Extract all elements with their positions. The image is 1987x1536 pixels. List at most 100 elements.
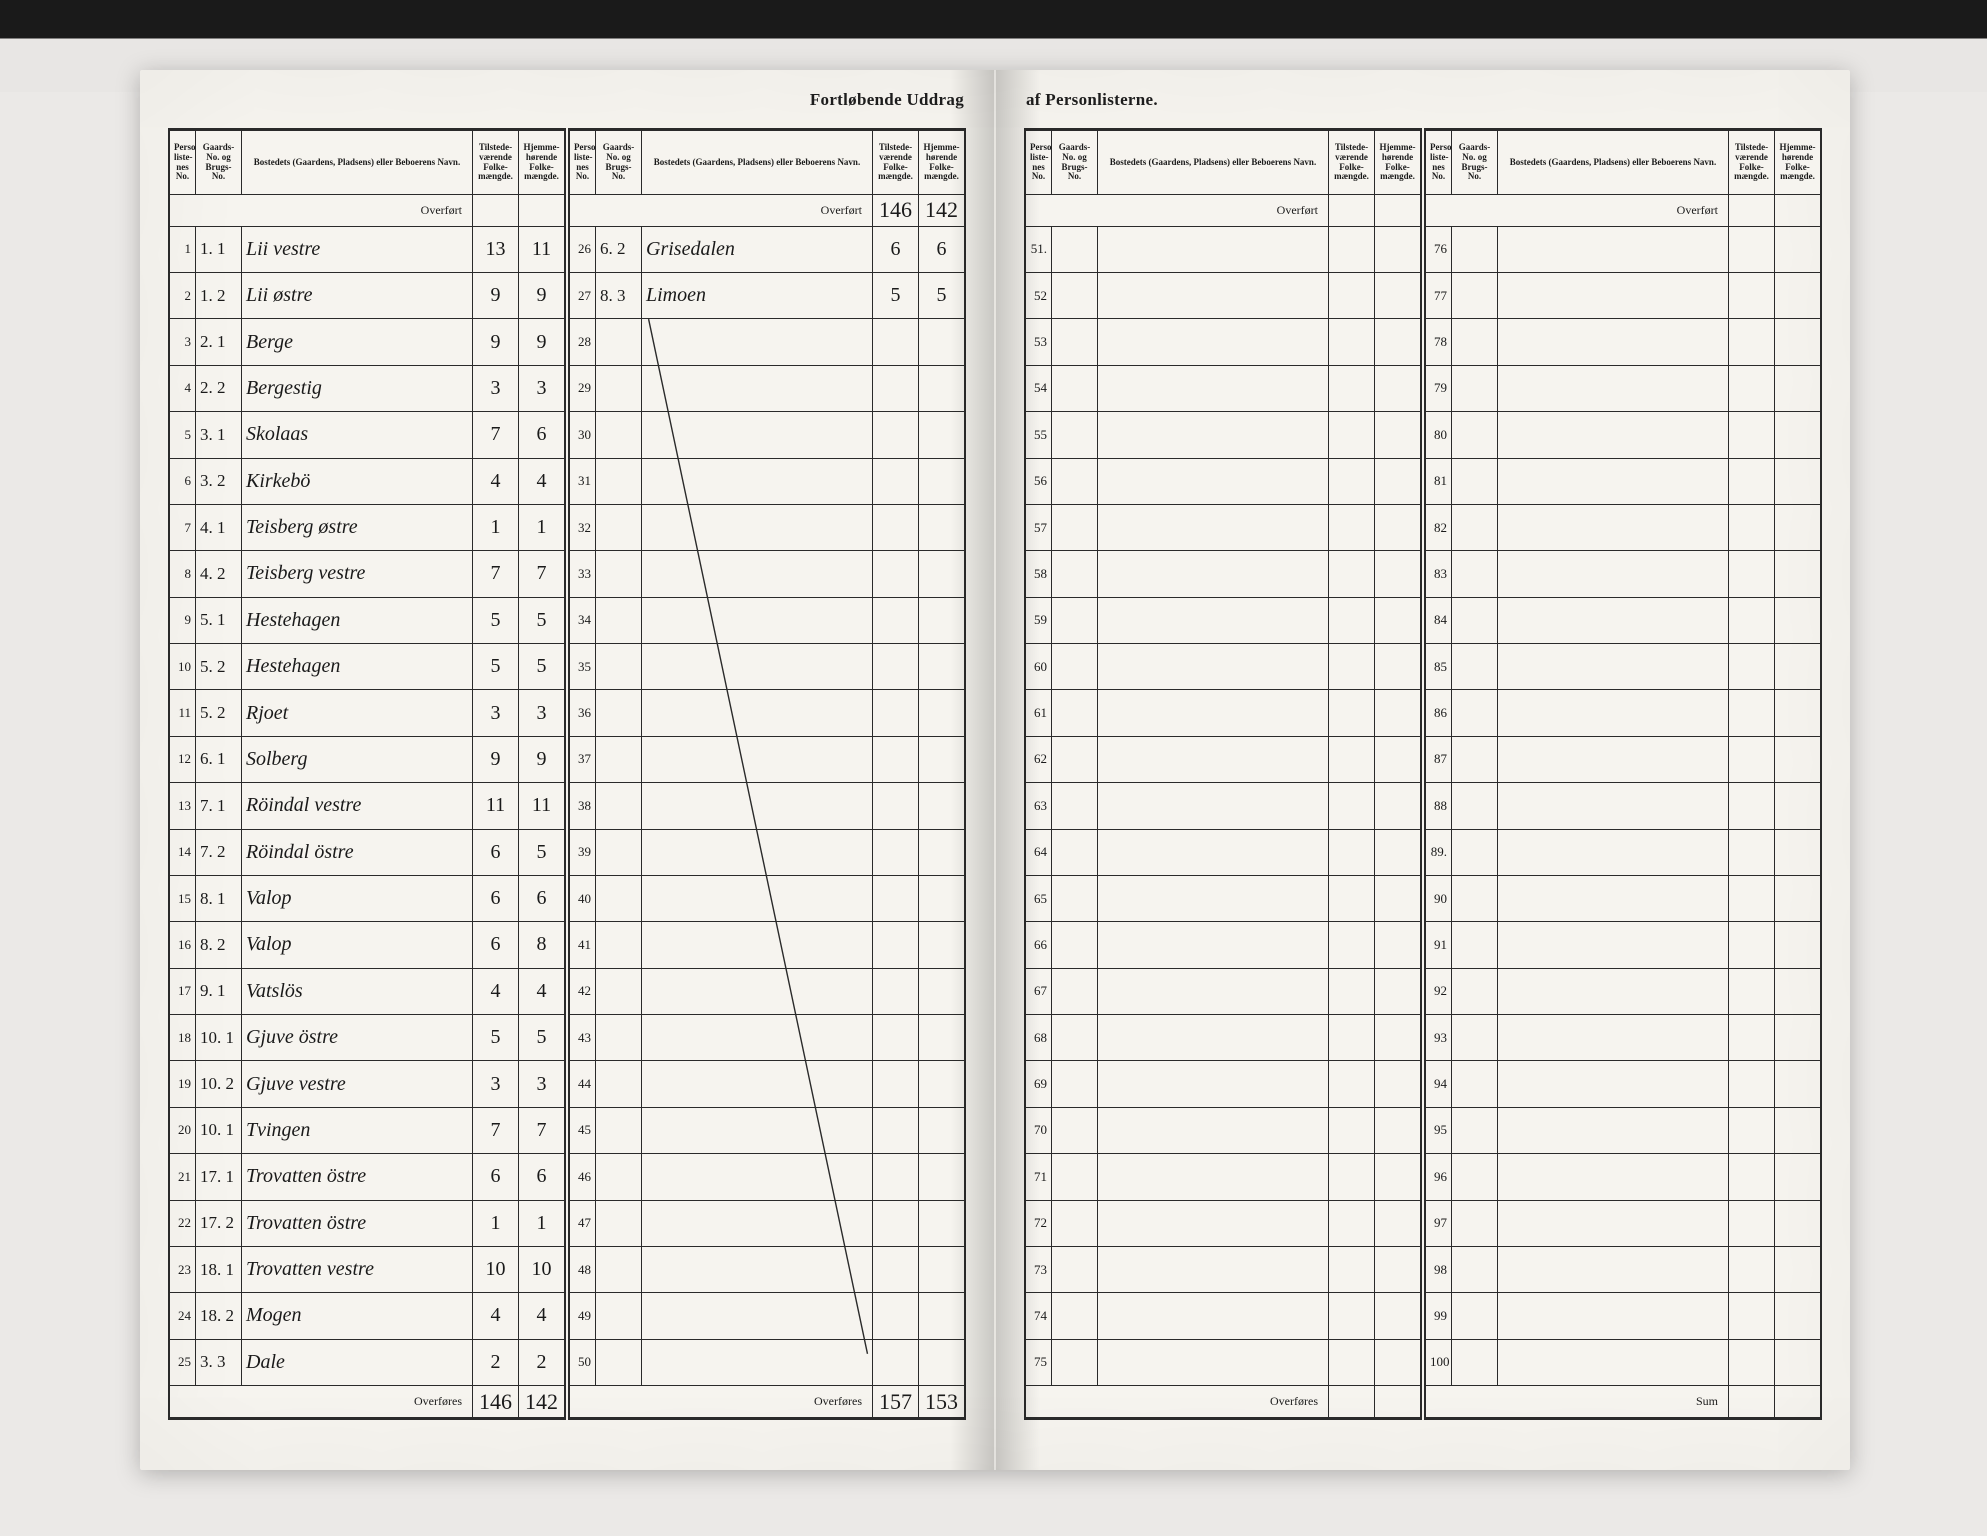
header-gaards: Gaards-No. og Brugs-No. xyxy=(1052,131,1098,195)
cell-tilstede xyxy=(873,1200,919,1246)
right-section-a: Person-liste-nes No. Gaards-No. og Brugs… xyxy=(1024,128,1422,1420)
cell-personliste-no: 57 xyxy=(1026,504,1052,550)
cell-tilstede xyxy=(873,829,919,875)
cell-tilstede: 9 xyxy=(473,273,519,319)
cell-personliste-no: 51. xyxy=(1026,226,1052,272)
cell-tilstede xyxy=(1729,551,1775,597)
cell-personliste-no: 54 xyxy=(1026,365,1052,411)
cell-bosted-name xyxy=(1498,829,1729,875)
header-personliste: Person-liste-nes No. xyxy=(1426,131,1452,195)
cell-tilstede xyxy=(1329,690,1375,736)
cell-hjemme xyxy=(919,365,965,411)
cell-personliste-no: 94 xyxy=(1426,1061,1452,1107)
cell-personliste-no: 45 xyxy=(570,1107,596,1153)
overfort-hjemme xyxy=(1775,195,1821,227)
cell-bosted-name xyxy=(642,1015,873,1061)
cell-tilstede: 6 xyxy=(473,829,519,875)
cell-personliste-no: 19 xyxy=(170,1061,196,1107)
table-row: 95 xyxy=(1426,1107,1821,1153)
cell-bosted-name: Mogen xyxy=(242,1293,473,1339)
cell-hjemme xyxy=(1375,644,1421,690)
header-bosted: Bostedets (Gaardens, Pladsens) eller Beb… xyxy=(242,131,473,195)
table-row: 73 xyxy=(1026,1246,1421,1292)
page-left: Fortløbende Uddrag Person-liste-nes No. … xyxy=(140,70,995,1470)
cell-hjemme: 9 xyxy=(519,319,565,365)
cell-bosted-name: Teisberg østre xyxy=(242,504,473,550)
cell-gaards-no xyxy=(1052,1061,1098,1107)
cell-personliste-no: 25 xyxy=(170,1339,196,1385)
cell-gaards-no xyxy=(1452,968,1498,1014)
cell-bosted-name: Hestehagen xyxy=(242,644,473,690)
cell-bosted-name xyxy=(1498,1015,1729,1061)
cell-tilstede: 13 xyxy=(473,226,519,272)
cell-bosted-name xyxy=(1498,968,1729,1014)
cell-bosted-name: Valop xyxy=(242,875,473,921)
cell-hjemme xyxy=(1775,597,1821,643)
cell-hjemme xyxy=(1375,1154,1421,1200)
cell-gaards-no xyxy=(596,922,642,968)
cell-gaards-no xyxy=(1052,829,1098,875)
cell-gaards-no xyxy=(1452,319,1498,365)
cell-bosted-name xyxy=(1498,273,1729,319)
cell-tilstede: 6 xyxy=(873,226,919,272)
cell-hjemme xyxy=(1375,273,1421,319)
cell-personliste-no: 95 xyxy=(1426,1107,1452,1153)
cell-tilstede: 10 xyxy=(473,1246,519,1292)
cell-personliste-no: 49 xyxy=(570,1293,596,1339)
table-row: 76 xyxy=(1426,226,1821,272)
table-row: 45 xyxy=(570,1107,965,1153)
table-row: 6 3. 2 Kirkebö 4 4 xyxy=(170,458,565,504)
cell-bosted-name xyxy=(1098,1015,1329,1061)
cell-bosted-name xyxy=(1098,1293,1329,1339)
table-row: 47 xyxy=(570,1200,965,1246)
cell-gaards-no xyxy=(596,1200,642,1246)
cell-bosted-name: Kirkebö xyxy=(242,458,473,504)
cell-hjemme xyxy=(919,829,965,875)
cell-hjemme: 6 xyxy=(519,1154,565,1200)
page-title-right: af Personlisterne. xyxy=(1026,90,1158,110)
table-row: 37 xyxy=(570,736,965,782)
cell-hjemme: 6 xyxy=(519,875,565,921)
cell-bosted-name xyxy=(1498,1293,1729,1339)
overfort-tilstede xyxy=(1329,195,1375,227)
cell-hjemme xyxy=(1775,365,1821,411)
cell-hjemme: 7 xyxy=(519,551,565,597)
cell-personliste-no: 83 xyxy=(1426,551,1452,597)
cell-gaards-no xyxy=(596,1154,642,1200)
cell-gaards-no: 3. 1 xyxy=(196,412,242,458)
cell-hjemme xyxy=(1375,736,1421,782)
cell-tilstede xyxy=(1329,1061,1375,1107)
header-row: Person-liste-nes No. Gaards-No. og Brugs… xyxy=(1426,131,1821,195)
cell-gaards-no xyxy=(596,365,642,411)
cell-bosted-name: Grisedalen xyxy=(642,226,873,272)
header-row: Person-liste-nes No. Gaards-No. og Brugs… xyxy=(570,131,965,195)
cell-hjemme xyxy=(1775,1293,1821,1339)
cell-hjemme xyxy=(1375,226,1421,272)
cell-gaards-no xyxy=(1452,1246,1498,1292)
cell-personliste-no: 92 xyxy=(1426,968,1452,1014)
cell-tilstede xyxy=(873,551,919,597)
cell-hjemme xyxy=(1775,226,1821,272)
cell-hjemme xyxy=(1375,1339,1421,1385)
table-row: 54 xyxy=(1026,365,1421,411)
cell-hjemme: 4 xyxy=(519,458,565,504)
cell-bosted-name xyxy=(1498,226,1729,272)
cell-bosted-name xyxy=(1098,783,1329,829)
overfort-hjemme xyxy=(519,195,565,227)
cell-hjemme xyxy=(1775,644,1821,690)
cell-tilstede xyxy=(873,875,919,921)
cell-gaards-no: 8. 1 xyxy=(196,875,242,921)
cell-bosted-name xyxy=(642,458,873,504)
cell-bosted-name xyxy=(642,1107,873,1153)
cell-tilstede: 11 xyxy=(473,783,519,829)
table-row: 8 4. 2 Teisberg vestre 7 7 xyxy=(170,551,565,597)
header-bosted: Bostedets (Gaardens, Pladsens) eller Beb… xyxy=(1498,131,1729,195)
cell-hjemme xyxy=(1375,783,1421,829)
cell-hjemme xyxy=(1775,412,1821,458)
cell-personliste-no: 93 xyxy=(1426,1015,1452,1061)
table-row: 58 xyxy=(1026,551,1421,597)
cell-gaards-no xyxy=(1052,226,1098,272)
table-row: 99 xyxy=(1426,1293,1821,1339)
cell-tilstede xyxy=(1729,458,1775,504)
cell-personliste-no: 85 xyxy=(1426,644,1452,690)
